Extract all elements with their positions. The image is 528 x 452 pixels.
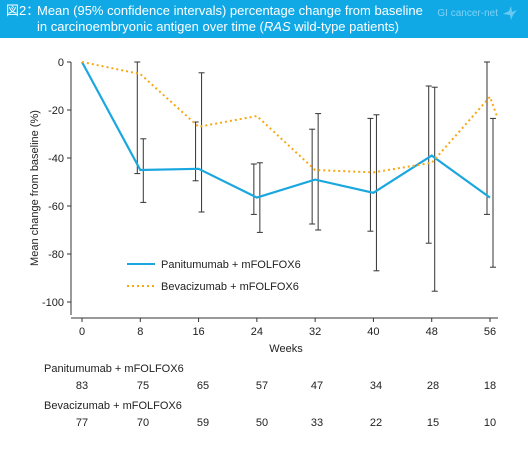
risk-count: 65 — [196, 380, 210, 392]
chart-series — [81, 61, 499, 292]
title-line2-italic: RAS — [263, 19, 291, 34]
y-tick-label: -40 — [48, 153, 64, 165]
x-tick-label: 16 — [192, 326, 204, 338]
legend-label: Panitumumab + mFOLFOX6 — [161, 259, 301, 271]
figure-number: 図2： — [6, 3, 40, 18]
risk-count: 10 — [483, 417, 497, 429]
risk-count: 28 — [426, 380, 440, 392]
risk-count: 15 — [426, 417, 440, 429]
figure-title-line1: Mean (95% confidence intervals) percenta… — [37, 3, 423, 18]
risk-row-label-panitumumab: Panitumumab + mFOLFOX6 — [44, 363, 184, 375]
figure-header: 図2： Mean (95% confidence intervals) perc… — [0, 0, 528, 38]
risk-row-panitumumab: 83 75 65 57 47 34 28 18 — [0, 380, 528, 393]
risk-count: 18 — [483, 380, 497, 392]
series-line — [81, 61, 499, 174]
risk-row-label-bevacizumab: Bevacizumab + mFOLFOX6 — [44, 400, 182, 412]
title-line2-pre: in carcinoembryonic antigen over time ( — [37, 19, 264, 34]
risk-row-bevacizumab: 77 70 59 50 33 22 15 10 — [0, 417, 528, 430]
brand-logo-text: GI cancer-net — [437, 8, 498, 19]
y-tick-label: -60 — [48, 201, 64, 213]
risk-count: 47 — [310, 380, 324, 392]
chart-legend: Panitumumab + mFOLFOX6 Bevacizumab + mFOL… — [127, 259, 301, 293]
risk-count: 34 — [369, 380, 383, 392]
x-tick-label: 40 — [367, 326, 379, 338]
chart-axes: 0 -20 -40 -60 -80 -100 0 8 16 24 32 40 48 56 Weeks Mean… — [29, 57, 498, 355]
risk-count: 22 — [369, 417, 383, 429]
risk-count: 33 — [310, 417, 324, 429]
figure-title-line2: in carcinoembryonic antigen over time (R… — [37, 19, 399, 34]
line-chart: 0 -20 -40 -60 -80 -100 0 8 16 24 32 40 48 56 Weeks Mean… — [29, 57, 499, 355]
x-axis-label: Weeks — [269, 343, 303, 355]
x-tick-label: 48 — [426, 326, 438, 338]
risk-count: 50 — [255, 417, 269, 429]
legend-label: Bevacizumab + mFOLFOX6 — [161, 281, 299, 293]
x-tick-label: 56 — [484, 326, 496, 338]
risk-count: 77 — [75, 417, 89, 429]
x-tick-label: 8 — [137, 326, 143, 338]
x-tick-label: 32 — [309, 326, 321, 338]
risk-count: 57 — [255, 380, 269, 392]
x-tick-label: 0 — [79, 326, 85, 338]
risk-count: 70 — [136, 417, 150, 429]
y-tick-label: -100 — [42, 297, 64, 309]
risk-count: 59 — [196, 417, 210, 429]
title-line2-post: wild-type patients) — [290, 19, 400, 34]
crane-logo-icon — [503, 6, 517, 20]
y-tick-label: 0 — [58, 57, 64, 69]
risk-count: 83 — [75, 380, 89, 392]
y-tick-label: -20 — [48, 105, 64, 117]
series-line — [81, 61, 491, 199]
y-axis-label: Mean change from baseline (%) — [29, 110, 41, 266]
risk-count: 75 — [136, 380, 150, 392]
y-tick-label: -80 — [48, 249, 64, 261]
x-tick-label: 24 — [251, 326, 263, 338]
